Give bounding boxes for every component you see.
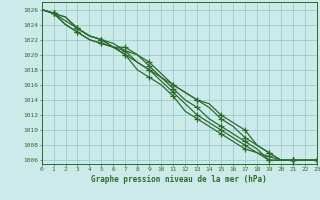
X-axis label: Graphe pression niveau de la mer (hPa): Graphe pression niveau de la mer (hPa) (91, 175, 267, 184)
